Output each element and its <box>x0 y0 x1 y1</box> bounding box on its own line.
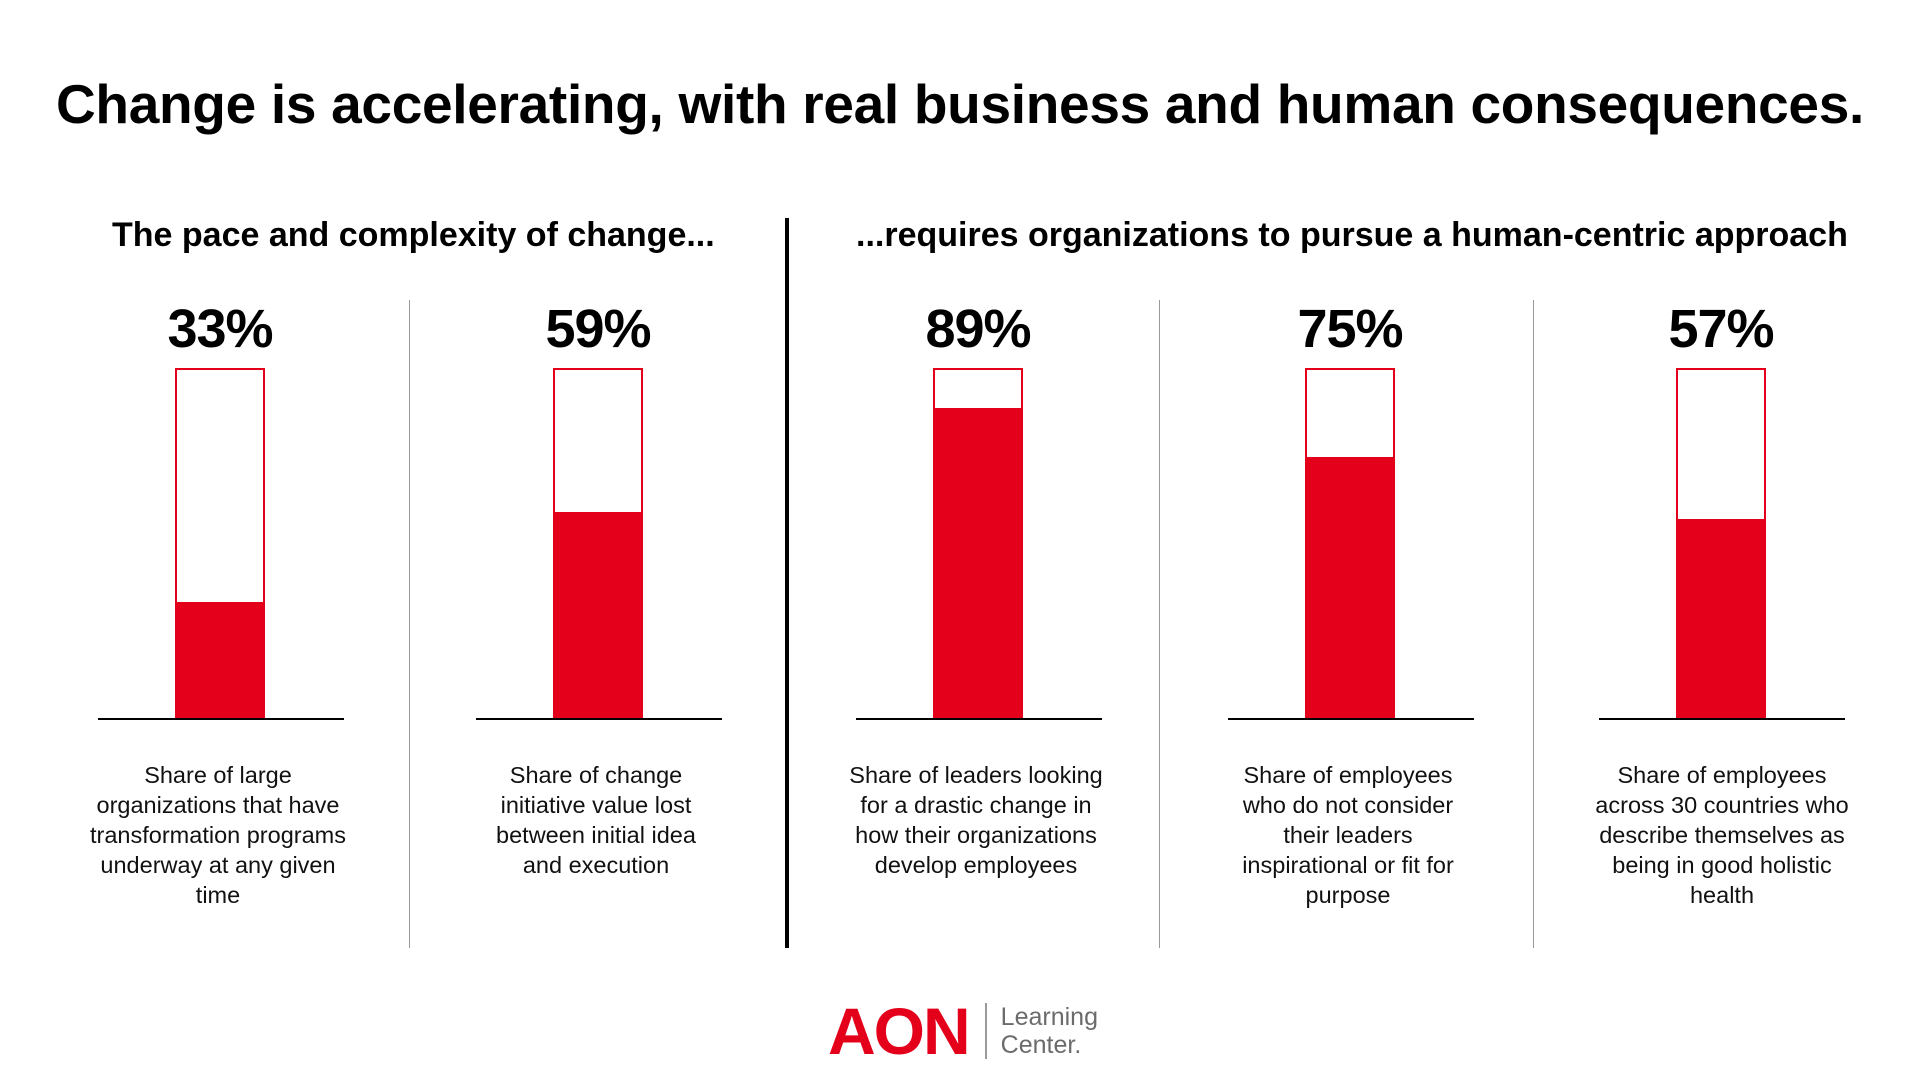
bar-frame <box>553 368 643 718</box>
section-title-left: The pace and complexity of change... <box>112 216 715 254</box>
bar <box>555 511 641 716</box>
learning-center-label: Learning Center. <box>1000 1003 1098 1059</box>
aon-logo: AON Learning Center. <box>828 994 1098 1068</box>
bar-baseline <box>98 718 344 720</box>
value-label: 89% <box>925 299 1031 359</box>
logo-divider <box>984 1003 987 1059</box>
column-divider <box>409 300 410 948</box>
bar-baseline <box>1228 718 1474 720</box>
value-label: 75% <box>1297 299 1403 359</box>
column-divider <box>1533 300 1534 948</box>
column-divider <box>1159 300 1160 948</box>
bar-frame <box>175 368 265 718</box>
category-label: Share of leaders looking for a drastic c… <box>849 762 1103 878</box>
category-label: Share of employees who do not consider t… <box>1242 762 1454 908</box>
section-divider <box>785 218 789 948</box>
aon-wordmark: AON <box>828 994 971 1068</box>
bar-frame <box>933 368 1023 718</box>
bar-baseline <box>476 718 722 720</box>
bar-frame <box>1305 368 1395 718</box>
bar <box>1678 518 1764 716</box>
bar-frame <box>1676 368 1766 718</box>
value-label: 59% <box>545 299 651 359</box>
page-title: Change is accelerating, with real busine… <box>56 73 1864 135</box>
bar-baseline <box>856 718 1102 720</box>
bar-baseline <box>1599 718 1845 720</box>
section-title-right: ...requires organizations to pursue a hu… <box>856 216 1848 254</box>
bar <box>935 408 1021 716</box>
bar <box>1307 456 1393 716</box>
category-label: Share of large organizations that have t… <box>90 762 346 908</box>
category-label: Share of change initiative value lost be… <box>496 762 696 878</box>
value-label: 33% <box>167 299 273 359</box>
value-label: 57% <box>1668 299 1774 359</box>
bar <box>177 601 263 716</box>
category-label: Share of employees across 30 countries w… <box>1595 762 1849 908</box>
